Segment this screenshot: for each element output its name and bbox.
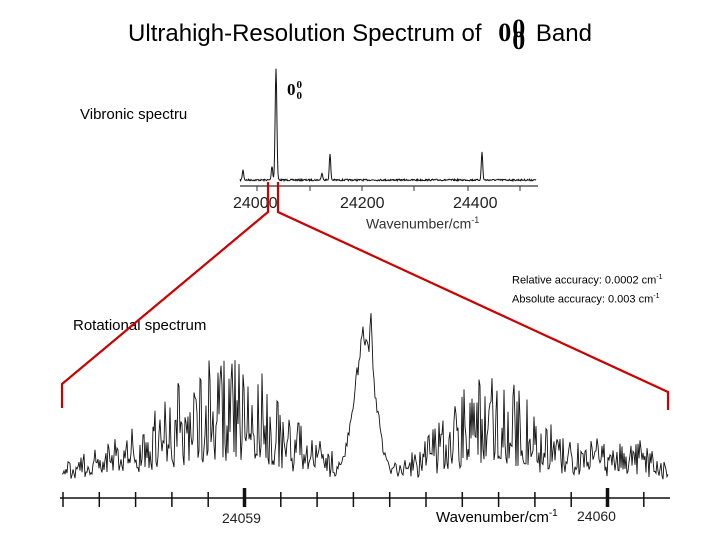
rotational-tick-24059: 24059 — [222, 510, 261, 526]
relative-accuracy: Relative accuracy: 0.0002 cm-1 — [512, 274, 663, 287]
vibronic-trace — [239, 68, 537, 183]
band-symbol: 00 0 — [498, 14, 526, 56]
rotational-axis-title: Wavenumber/cm-1 — [436, 508, 558, 526]
absolute-accuracy: Absolute accuracy: 0.003 cm-1 — [512, 293, 660, 306]
vibronic-tick-24400: 24400 — [453, 195, 498, 212]
rotational-axis-ticks — [62, 488, 645, 507]
zoom-lines — [60, 182, 670, 410]
rotational-trace — [61, 313, 669, 480]
vibronic-tick-24200: 24200 — [340, 195, 385, 212]
page-title: Ultrahigh-Resolution Spectrum of 00 0 Ban… — [0, 14, 720, 56]
rotational-label: Rotational spectrum — [73, 317, 207, 334]
vibronic-label: Vibronic spectru — [80, 106, 188, 123]
zoom-line-right — [276, 182, 670, 410]
vibronic-axis-title: Wavenumber/cm-1 — [366, 215, 480, 232]
zoom-line-left — [60, 182, 270, 408]
title-suffix: Band — [535, 20, 592, 47]
vibronic-peak-label: 00 0 — [287, 79, 302, 103]
title-prefix: Ultrahigh-Resolution Spectrum of — [128, 20, 482, 47]
vibronic-axis-ticks — [256, 186, 521, 191]
rotational-tick-24060: 24060 — [577, 508, 616, 524]
vibronic-tick-24000: 24000 — [233, 195, 278, 212]
